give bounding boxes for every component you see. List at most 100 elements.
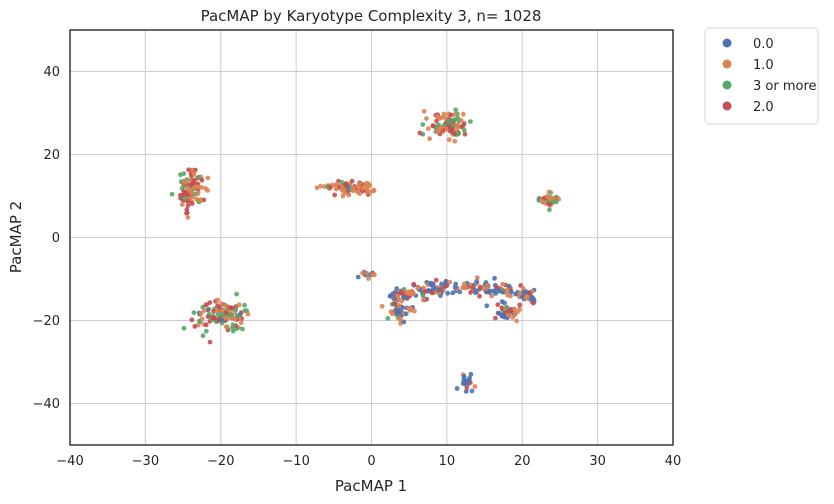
data-point — [513, 291, 518, 297]
data-point — [438, 286, 444, 292]
legend-box — [704, 27, 819, 125]
data-point — [465, 378, 471, 384]
data-point — [230, 322, 236, 328]
data-point — [455, 124, 460, 130]
data-point — [189, 201, 195, 207]
data-point — [191, 310, 197, 315]
data-point — [415, 285, 421, 291]
data-point — [185, 215, 191, 220]
data-point — [462, 381, 468, 387]
data-point — [461, 374, 467, 379]
data-point — [429, 290, 435, 296]
data-point — [428, 282, 434, 288]
legend-marker — [722, 80, 732, 90]
data-point — [545, 194, 550, 200]
data-point — [474, 275, 480, 280]
data-point — [371, 187, 377, 193]
data-point — [500, 281, 505, 287]
data-point — [456, 131, 462, 137]
data-point — [510, 315, 515, 320]
data-point — [215, 297, 221, 303]
data-point — [350, 188, 356, 194]
data-point — [506, 312, 511, 318]
data-point — [181, 325, 187, 331]
data-point — [200, 333, 206, 339]
data-point — [187, 187, 192, 193]
data-point — [523, 294, 529, 300]
data-point — [407, 307, 413, 313]
x-tick-label: 0 — [367, 454, 375, 469]
data-point — [185, 198, 191, 204]
data-point — [434, 118, 439, 124]
data-point — [530, 300, 536, 306]
grid — [69, 30, 674, 445]
data-point — [478, 284, 483, 290]
data-point — [504, 287, 510, 293]
data-point — [450, 290, 456, 296]
data-point — [229, 305, 235, 311]
legend-label: 0.0 — [753, 37, 774, 52]
data-point — [355, 274, 361, 280]
data-point — [508, 289, 514, 295]
data-point — [223, 303, 229, 308]
data-point — [196, 174, 201, 180]
data-point — [454, 386, 460, 391]
data-point — [499, 305, 505, 311]
y-tick-label: 40 — [43, 65, 60, 80]
x-tick-label: −40 — [56, 454, 83, 469]
data-point — [442, 115, 448, 121]
x-axis-label: PacMAP 1 — [335, 477, 407, 495]
data-point — [203, 328, 209, 334]
data-point — [355, 189, 360, 195]
data-point — [188, 178, 193, 183]
data-point — [192, 324, 198, 329]
x-tick-label: −10 — [282, 454, 309, 469]
data-point — [468, 371, 474, 377]
data-point — [483, 286, 489, 291]
data-point — [198, 198, 203, 204]
data-point — [529, 295, 534, 301]
data-point — [218, 301, 224, 306]
data-point — [553, 199, 559, 205]
data-point — [372, 272, 377, 278]
data-point — [477, 293, 482, 299]
data-point — [234, 291, 240, 297]
data-point — [184, 210, 189, 216]
data-point — [182, 179, 188, 185]
legend-label: 2.0 — [753, 100, 774, 115]
data-point — [314, 185, 320, 191]
data-point — [364, 186, 370, 192]
data-point — [464, 385, 470, 391]
legend-marker — [722, 59, 732, 69]
x-tick-label: 10 — [439, 454, 456, 469]
data-point — [189, 317, 195, 323]
data-point — [517, 290, 523, 296]
data-point — [364, 270, 370, 276]
data-point — [328, 185, 333, 190]
data-point — [494, 284, 499, 290]
legend-marker — [722, 101, 732, 111]
data-point — [460, 111, 466, 117]
data-point — [496, 311, 502, 316]
data-point — [473, 288, 479, 293]
data-point — [240, 326, 245, 332]
legend-label: 1.0 — [753, 58, 774, 73]
y-tick-label: 0 — [52, 231, 60, 246]
data-point — [421, 297, 426, 303]
chart-title: PacMAP by Karyotype Complexity 3, n= 102… — [201, 7, 542, 25]
x-tick-label: 20 — [514, 454, 531, 469]
data-point — [447, 126, 453, 132]
x-tick-label: 40 — [665, 454, 682, 469]
data-point — [431, 286, 436, 292]
data-point — [411, 291, 416, 297]
data-point — [452, 112, 458, 117]
data-point — [423, 288, 428, 294]
data-point — [424, 116, 429, 121]
data-point — [205, 175, 211, 181]
data-point — [185, 192, 191, 198]
data-point — [186, 167, 192, 173]
data-point — [202, 308, 207, 313]
data-point — [245, 311, 251, 317]
data-point — [427, 136, 432, 142]
